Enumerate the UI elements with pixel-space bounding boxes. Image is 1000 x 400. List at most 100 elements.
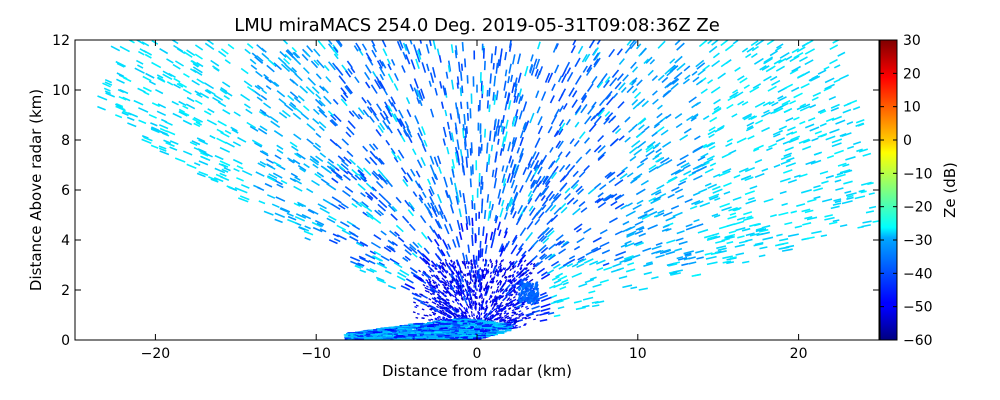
radar-gate (804, 236, 815, 240)
radar-gate (357, 169, 365, 177)
radar-gate (767, 85, 777, 92)
radar-gate (449, 287, 453, 291)
radar-gate (467, 305, 470, 309)
radar-gate (591, 75, 598, 84)
radar-gate (466, 112, 469, 121)
radar-gate (431, 292, 435, 296)
radar-gate (383, 246, 392, 253)
radar-gate (648, 196, 657, 203)
radar-gate (661, 76, 669, 84)
radar-gate (450, 132, 455, 142)
radar-gate (574, 74, 582, 85)
radar-gate (222, 109, 231, 115)
radar-gate (516, 271, 519, 275)
radar-gate (320, 178, 330, 186)
radar-gate (437, 319, 441, 322)
radar-gate (391, 150, 398, 160)
radar-gate (387, 284, 397, 290)
radar-gate (497, 312, 500, 316)
radar-gate (301, 213, 312, 220)
radar-gate (779, 190, 787, 195)
radar-gate (263, 102, 272, 109)
radar-gate (662, 141, 672, 148)
radar-gate (790, 135, 801, 141)
radar-gate (609, 77, 618, 87)
radar-gate (614, 179, 624, 187)
radar-gate (502, 143, 506, 152)
radar-gate (162, 73, 173, 81)
radar-gate (500, 308, 504, 312)
radar-gate (551, 83, 556, 91)
radar-gate (472, 303, 474, 307)
radar-gate (625, 210, 636, 217)
radar-gate (448, 273, 452, 276)
radar-gate (158, 145, 167, 150)
radar-gate (793, 174, 801, 179)
radar-gate (491, 280, 494, 284)
radar-gate (573, 223, 583, 231)
radar-gate (692, 76, 700, 83)
radar-gate (498, 55, 502, 67)
radar-gate (829, 128, 840, 134)
radar-gate (463, 114, 466, 125)
radar-gate (592, 236, 602, 243)
radar-gate (628, 126, 635, 133)
radar-gate (502, 295, 508, 302)
radar-gate (424, 272, 432, 279)
radar-gate (776, 233, 783, 237)
radar-gate (773, 59, 782, 65)
radar-gate (293, 57, 302, 66)
radar-gate (182, 119, 193, 126)
radar-gate (308, 208, 319, 215)
radar-gate (456, 238, 461, 248)
radar-gate (461, 85, 464, 94)
radar-gate (312, 144, 321, 152)
radar-gate (521, 250, 527, 257)
radar-gate (511, 275, 515, 278)
radar-gate (371, 171, 380, 181)
radar-gate (785, 55, 793, 61)
radar-gate (138, 107, 149, 113)
radar-gate (273, 161, 282, 167)
radar-gate (306, 45, 314, 53)
radar-gate (451, 168, 455, 178)
radar-gate (443, 214, 448, 223)
radar-gate (445, 71, 449, 79)
radar-gate (679, 154, 689, 161)
radar-gate (576, 227, 582, 233)
radar-gate (268, 173, 278, 179)
radar-gate (620, 86, 627, 93)
radar-gate (511, 273, 515, 277)
radar-gate (544, 253, 553, 260)
radar-gate (654, 142, 661, 148)
radar-gate (438, 301, 442, 305)
radar-gate (798, 138, 810, 144)
radar-gate (430, 108, 435, 118)
radar-gate (785, 162, 796, 168)
radar-gate (828, 95, 837, 101)
radar-gate (479, 248, 482, 258)
radar-gate (720, 60, 730, 68)
radar-gate (521, 301, 525, 305)
radar-gate (454, 298, 458, 302)
radar-gate (697, 155, 706, 162)
radar-gate (148, 113, 157, 119)
radar-gate (746, 215, 753, 219)
radar-gate (498, 313, 502, 317)
radar-gate (438, 305, 442, 308)
radar-gate (501, 173, 506, 183)
radar-gate (331, 196, 342, 204)
radar-gate (524, 65, 529, 77)
radar-gate (422, 317, 425, 320)
radar-gate (328, 239, 338, 245)
radar-gate (662, 89, 672, 98)
radar-gate (464, 204, 468, 215)
radar-gate (454, 50, 458, 59)
radar-gate (796, 73, 806, 79)
radar-gate (340, 202, 349, 209)
radar-gate (203, 82, 215, 90)
radar-gate (518, 184, 524, 193)
radar-gate (833, 78, 841, 84)
radar-gate (482, 226, 485, 237)
radar-gate (534, 68, 539, 77)
